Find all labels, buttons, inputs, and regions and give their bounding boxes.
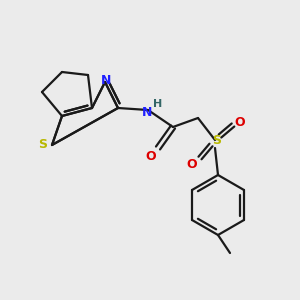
Text: N: N <box>142 106 152 118</box>
Text: O: O <box>235 116 245 128</box>
Text: N: N <box>101 74 111 88</box>
Text: O: O <box>187 158 197 170</box>
Text: O: O <box>146 149 156 163</box>
Text: S: S <box>38 139 47 152</box>
Text: H: H <box>153 99 163 109</box>
Text: S: S <box>212 134 221 148</box>
